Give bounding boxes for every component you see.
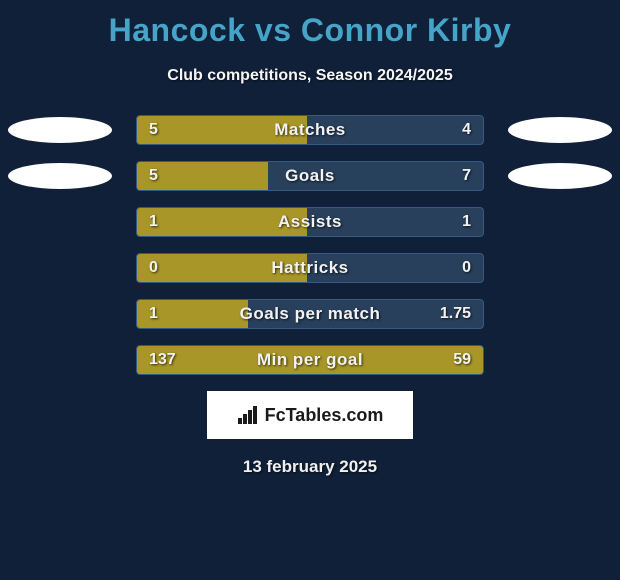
bar-track: 11Assists (136, 207, 484, 237)
stat-row: 11Assists (0, 207, 620, 237)
avatar-left (8, 117, 112, 143)
bar-label: Goals (137, 162, 483, 190)
bar-label: Min per goal (137, 346, 483, 374)
stat-row: 00Hattricks (0, 253, 620, 283)
logo-box: FcTables.com (207, 391, 413, 439)
bar-label: Hattricks (137, 254, 483, 282)
comparison-chart: 54Matches 57Goals 11Assists 00Hattricks 11.7… (0, 115, 620, 375)
bar-track: 00Hattricks (136, 253, 484, 283)
bar-track: 57Goals (136, 161, 484, 191)
bar-label: Goals per match (137, 300, 483, 328)
stat-row: 13759Min per goal (0, 345, 620, 375)
logo-text: FcTables.com (265, 405, 384, 426)
avatar-right (508, 163, 612, 189)
stat-row: 54Matches (0, 115, 620, 145)
avatar-left (8, 163, 112, 189)
bar-track: 54Matches (136, 115, 484, 145)
date-footer: 13 february 2025 (0, 457, 620, 477)
stat-row: 11.75Goals per match (0, 299, 620, 329)
bar-label: Matches (137, 116, 483, 144)
page-title: Hancock vs Connor Kirby (0, 0, 620, 49)
avatar-right (508, 117, 612, 143)
stat-row: 57Goals (0, 161, 620, 191)
subtitle: Club competitions, Season 2024/2025 (0, 67, 620, 85)
bar-track: 13759Min per goal (136, 345, 484, 375)
bar-track: 11.75Goals per match (136, 299, 484, 329)
logo-bars-icon (237, 405, 259, 425)
bar-label: Assists (137, 208, 483, 236)
